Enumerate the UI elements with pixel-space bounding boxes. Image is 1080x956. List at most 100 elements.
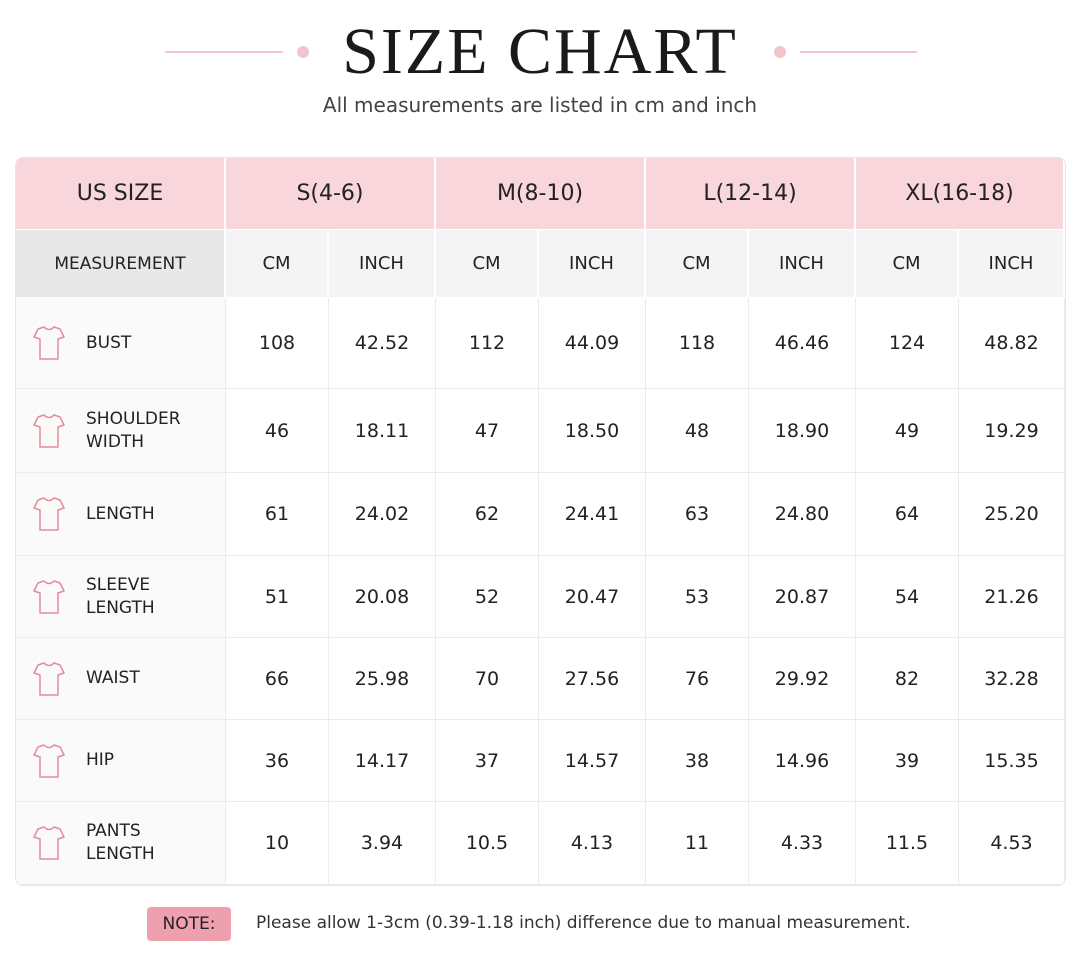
value-cell: 112 <box>436 298 539 389</box>
size-header: M(8-10) <box>436 158 646 230</box>
size-header: L(12-14) <box>646 158 856 230</box>
row-icon <box>33 743 65 778</box>
row-label-cell: HIP <box>16 720 226 802</box>
value-cell: 61 <box>226 473 329 556</box>
corner-header: US SIZE <box>16 158 226 230</box>
value-cell: 70 <box>436 638 539 720</box>
note-text: Please allow 1-3cm (0.39-1.18 inch) diff… <box>256 913 911 933</box>
row-label-cell: SLEEVE LENGTH <box>16 556 226 638</box>
value-cell: 19.29 <box>959 389 1065 473</box>
row-icon <box>33 497 65 531</box>
value-cell: 44.09 <box>539 298 646 389</box>
value-cell: 11 <box>646 802 749 885</box>
row-icon <box>33 661 65 696</box>
size-header: XL(16-18) <box>856 158 1065 230</box>
row-icon <box>33 413 65 448</box>
note-badge: NOTE: <box>147 907 231 941</box>
value-cell: 64 <box>856 473 959 556</box>
row-label: HIP <box>86 750 115 770</box>
row-label: WAIST <box>86 668 140 688</box>
row-label: SLEEVE LENGTH <box>86 574 155 618</box>
value-cell: 42.52 <box>329 298 436 389</box>
value-cell: 54 <box>856 556 959 638</box>
value-cell: 124 <box>856 298 959 389</box>
size-table: US SIZE S(4-6) M(8-10) L(12-14) XL(16-18) MEA… <box>15 157 1066 886</box>
unit-header: INCH <box>539 230 646 298</box>
unit-header: INCH <box>959 230 1065 298</box>
value-cell: 4.33 <box>749 802 856 885</box>
decor-dot <box>774 46 786 58</box>
value-cell: 20.08 <box>329 556 436 638</box>
value-cell: 32.28 <box>959 638 1065 720</box>
value-cell: 82 <box>856 638 959 720</box>
value-cell: 108 <box>226 298 329 389</box>
unit-header: INCH <box>329 230 436 298</box>
value-cell: 27.56 <box>539 638 646 720</box>
value-cell: 36 <box>226 720 329 802</box>
value-cell: 24.41 <box>539 473 646 556</box>
decor-dot <box>297 46 309 58</box>
value-cell: 21.26 <box>959 556 1065 638</box>
value-cell: 39 <box>856 720 959 802</box>
value-cell: 24.02 <box>329 473 436 556</box>
row-label-cell: SHOULDER WIDTH <box>16 389 226 473</box>
value-cell: 14.17 <box>329 720 436 802</box>
row-icon <box>33 579 65 614</box>
value-cell: 20.47 <box>539 556 646 638</box>
value-cell: 18.50 <box>539 389 646 473</box>
subtitle: All measurements are listed in cm and in… <box>322 93 758 117</box>
value-cell: 52 <box>436 556 539 638</box>
value-cell: 63 <box>646 473 749 556</box>
value-cell: 25.98 <box>329 638 436 720</box>
row-label: PANTS LENGTH <box>86 821 155 864</box>
value-cell: 11.5 <box>856 802 959 885</box>
row-label: SHOULDER WIDTH <box>86 408 181 452</box>
value-cell: 49 <box>856 389 959 473</box>
row-label-cell: WAIST <box>16 638 226 720</box>
value-cell: 25.20 <box>959 473 1065 556</box>
value-cell: 46.46 <box>749 298 856 389</box>
value-cell: 15.35 <box>959 720 1065 802</box>
value-cell: 53 <box>646 556 749 638</box>
value-cell: 4.53 <box>959 802 1065 885</box>
value-cell: 38 <box>646 720 749 802</box>
title: SIZE CHART <box>342 15 738 88</box>
row-icon <box>33 326 65 360</box>
value-cell: 18.90 <box>749 389 856 473</box>
unit-header: INCH <box>749 230 856 298</box>
size-header: S(4-6) <box>226 158 436 230</box>
value-cell: 51 <box>226 556 329 638</box>
unit-header: CM <box>646 230 749 298</box>
value-cell: 10.5 <box>436 802 539 885</box>
value-cell: 14.96 <box>749 720 856 802</box>
value-cell: 48.82 <box>959 298 1065 389</box>
row-label-cell: BUST <box>16 298 226 389</box>
row-label: LENGTH <box>86 503 155 524</box>
unit-header: CM <box>226 230 329 298</box>
row-label: BUST <box>86 332 132 353</box>
value-cell: 18.11 <box>329 389 436 473</box>
unit-header: CM <box>856 230 959 298</box>
value-cell: 24.80 <box>749 473 856 556</box>
value-cell: 3.94 <box>329 802 436 885</box>
value-cell: 66 <box>226 638 329 720</box>
value-cell: 20.87 <box>749 556 856 638</box>
value-cell: 62 <box>436 473 539 556</box>
row-label-cell: LENGTH <box>16 473 226 556</box>
row-label-cell: PANTS LENGTH <box>16 802 226 885</box>
row-icon <box>33 826 65 860</box>
value-cell: 76 <box>646 638 749 720</box>
value-cell: 4.13 <box>539 802 646 885</box>
value-cell: 10 <box>226 802 329 885</box>
value-cell: 14.57 <box>539 720 646 802</box>
value-cell: 118 <box>646 298 749 389</box>
unit-header: CM <box>436 230 539 298</box>
value-cell: 29.92 <box>749 638 856 720</box>
decor-line <box>800 51 917 53</box>
decor-line <box>165 51 283 53</box>
measurement-header: MEASUREMENT <box>16 230 226 298</box>
value-cell: 48 <box>646 389 749 473</box>
value-cell: 46 <box>226 389 329 473</box>
value-cell: 37 <box>436 720 539 802</box>
